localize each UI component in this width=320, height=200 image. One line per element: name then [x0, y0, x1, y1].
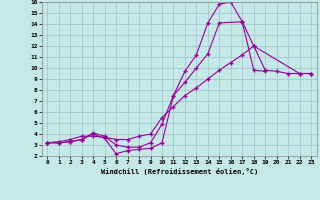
X-axis label: Windchill (Refroidissement éolien,°C): Windchill (Refroidissement éolien,°C) [100, 168, 258, 175]
